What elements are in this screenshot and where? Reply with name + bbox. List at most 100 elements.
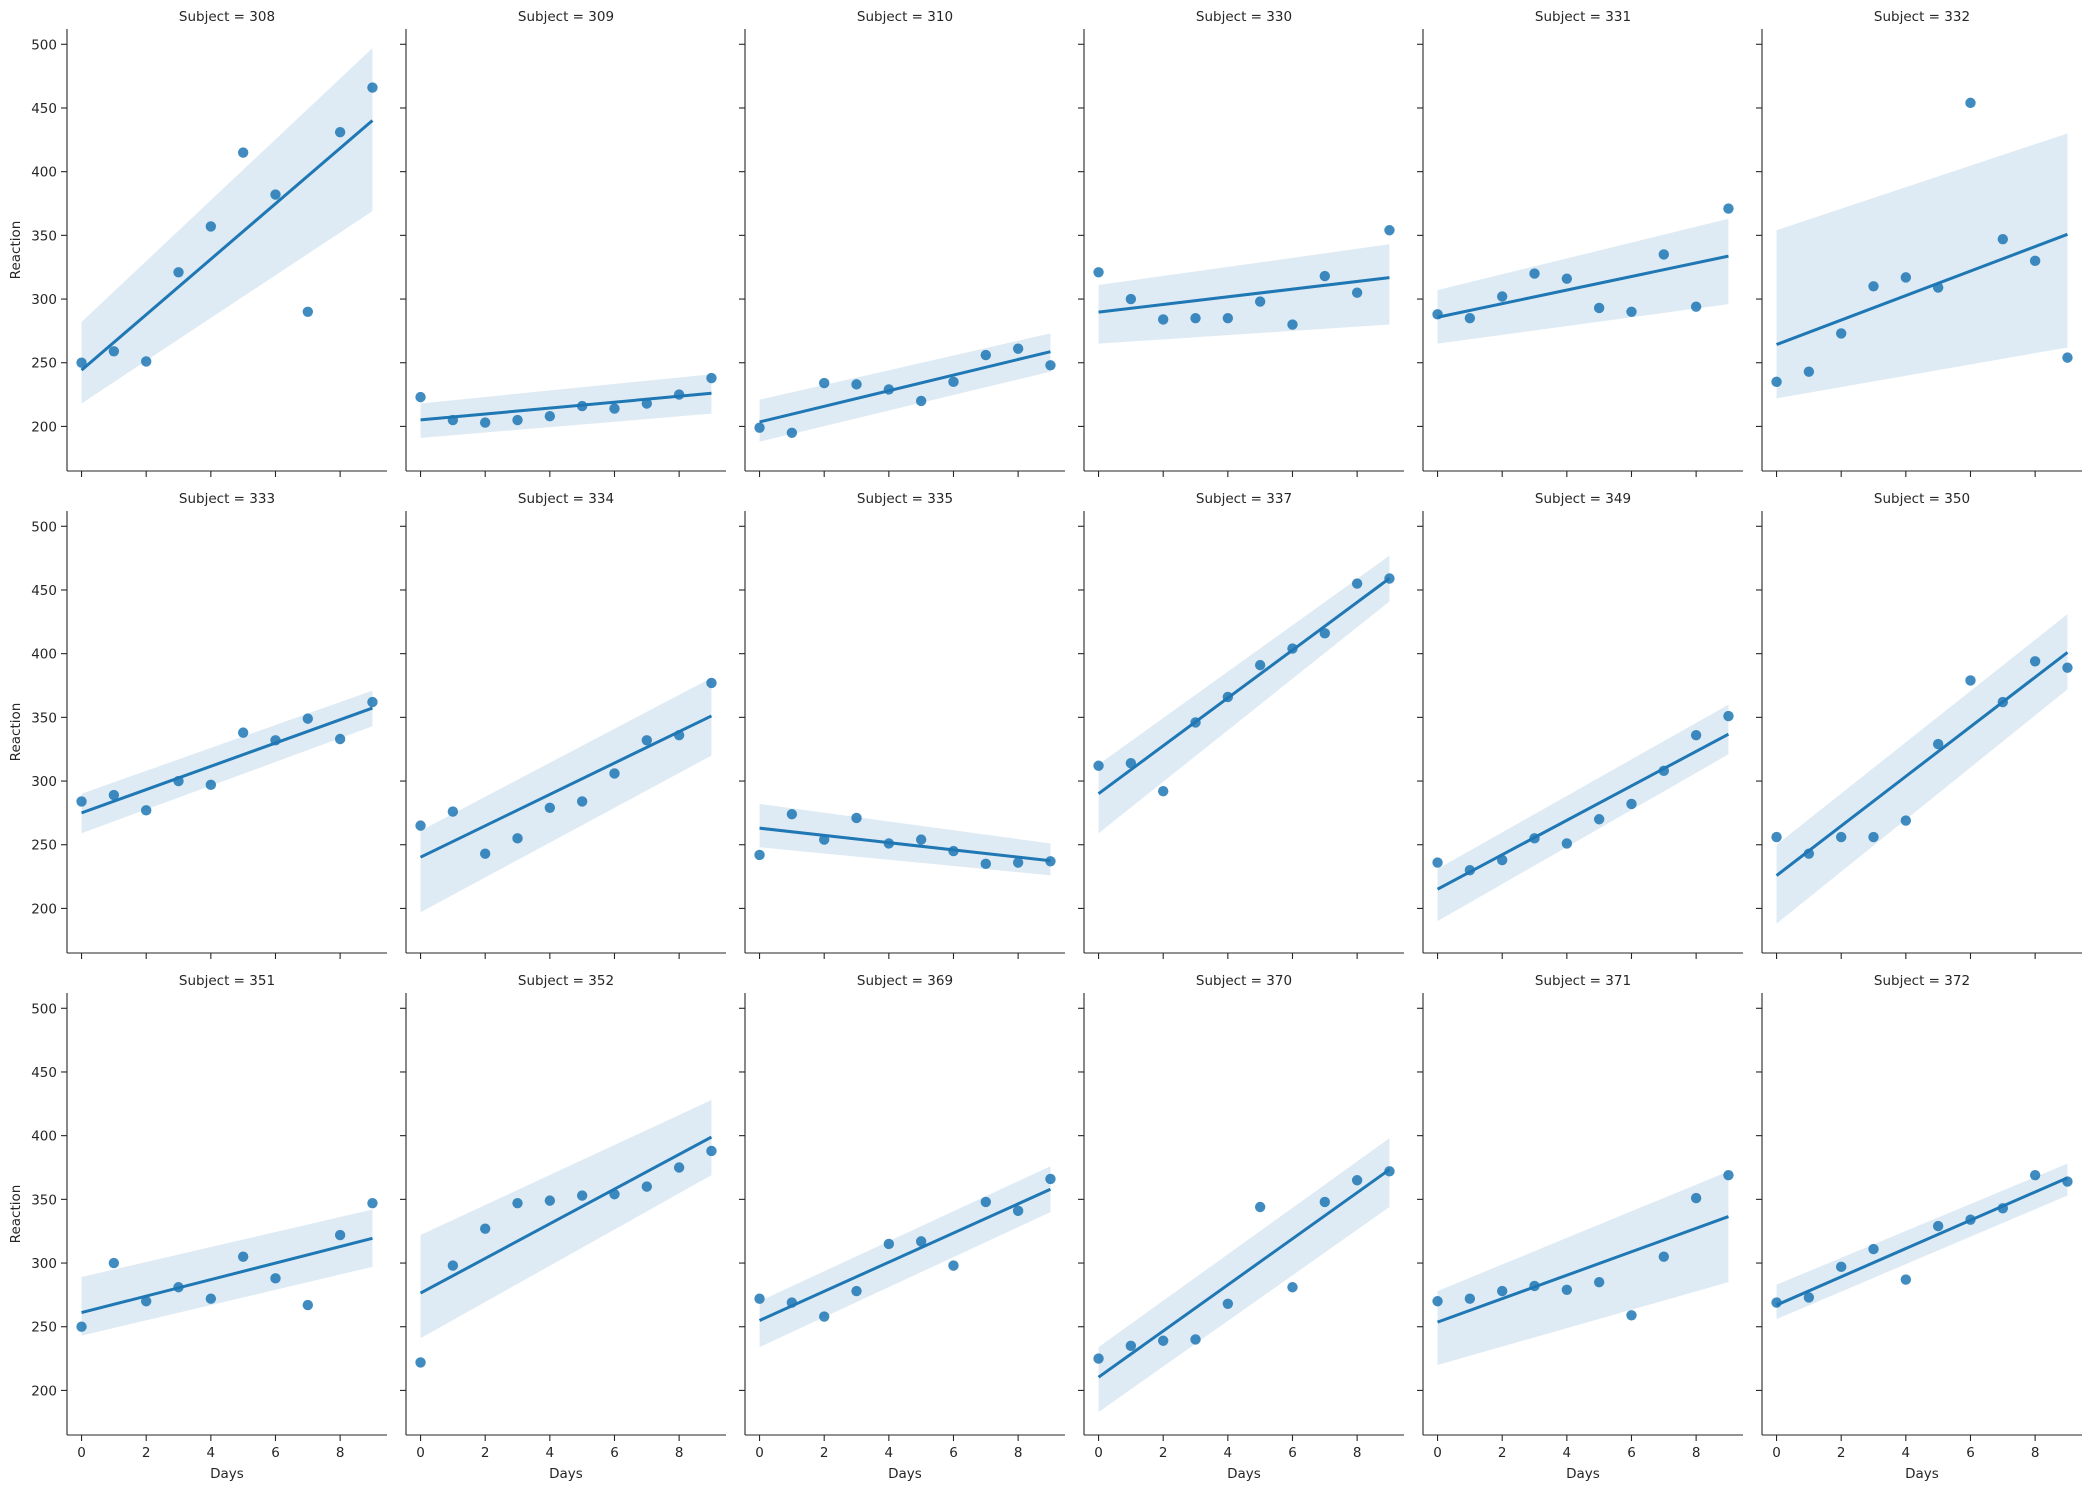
data-point bbox=[1593, 302, 1605, 314]
x-tick-label: 8 bbox=[675, 1445, 684, 1461]
data-point bbox=[1045, 360, 1056, 371]
x-axis-label: Days bbox=[1566, 1466, 1600, 1482]
facet-title: Subject = 349 bbox=[1535, 491, 1631, 507]
data-point bbox=[1045, 1173, 1056, 1185]
y-tick-label: 500 bbox=[31, 1001, 57, 1017]
x-tick-label: 2 bbox=[1159, 1445, 1168, 1461]
facet-panel-308: 200 250 300 350 400 450 500 Subject = 308 Reacti… bbox=[8, 9, 387, 477]
data-point bbox=[1351, 578, 1363, 589]
confidence-band bbox=[1776, 614, 2068, 924]
data-point bbox=[641, 398, 653, 409]
x-axis-label: Days bbox=[210, 1466, 244, 1482]
y-tick-label: 300 bbox=[31, 774, 57, 790]
regression-line bbox=[1097, 577, 1391, 795]
data-point bbox=[1190, 1334, 1201, 1345]
data-point bbox=[1900, 272, 1912, 283]
facet-panel-334: Subject = 334 bbox=[400, 491, 726, 959]
x-tick-label: 8 bbox=[2031, 1445, 2040, 1461]
confidence-band bbox=[759, 803, 1051, 876]
data-point bbox=[544, 411, 556, 422]
data-point bbox=[883, 838, 895, 849]
data-point bbox=[1464, 865, 1476, 876]
data-point bbox=[818, 1311, 830, 1322]
y-tick-label: 300 bbox=[31, 1256, 57, 1272]
y-tick-label: 500 bbox=[31, 519, 57, 535]
y-tick-label: 450 bbox=[31, 583, 57, 599]
confidence-band bbox=[759, 1166, 1051, 1348]
x-axis-label: Days bbox=[1905, 1466, 1939, 1482]
confidence-band bbox=[81, 48, 373, 404]
data-point bbox=[302, 1299, 314, 1311]
facet-title: Subject = 335 bbox=[857, 491, 953, 507]
x-tick-label: 6 bbox=[1966, 1445, 1975, 1461]
facet-panel-370: 0 2 4 6 8 Subject = 370 Days bbox=[1078, 973, 1404, 1482]
data-point bbox=[786, 808, 798, 820]
data-point bbox=[883, 1238, 895, 1250]
data-point bbox=[1351, 287, 1363, 298]
data-point bbox=[1496, 854, 1508, 866]
data-point bbox=[1690, 301, 1702, 312]
data-point bbox=[1690, 1192, 1702, 1204]
facet-title: Subject = 333 bbox=[179, 491, 275, 507]
data-point bbox=[1496, 1285, 1508, 1297]
data-point bbox=[1900, 1274, 1912, 1285]
data-point bbox=[237, 727, 249, 738]
y-tick-label: 250 bbox=[31, 1320, 57, 1336]
data-point bbox=[883, 384, 895, 395]
regression-line bbox=[1775, 651, 2069, 877]
x-axis-label: Days bbox=[888, 1466, 922, 1482]
data-point bbox=[270, 1273, 281, 1284]
data-point bbox=[1384, 225, 1395, 236]
data-point bbox=[205, 779, 217, 791]
data-point bbox=[140, 1296, 152, 1307]
data-point bbox=[1723, 203, 1734, 214]
data-point bbox=[108, 1257, 120, 1269]
regression-line bbox=[1437, 254, 1729, 319]
data-point bbox=[1932, 1220, 1944, 1232]
data-point bbox=[1351, 1175, 1363, 1186]
data-point bbox=[1561, 273, 1573, 284]
data-point bbox=[1965, 1214, 1976, 1225]
data-point bbox=[334, 733, 346, 745]
regression-line bbox=[81, 1236, 373, 1315]
data-point bbox=[237, 1251, 249, 1262]
y-tick-label: 300 bbox=[31, 292, 57, 308]
regression-line bbox=[1098, 276, 1390, 314]
x-tick-label: 2 bbox=[820, 1445, 829, 1461]
x-tick-label: 6 bbox=[610, 1445, 619, 1461]
data-point bbox=[818, 377, 830, 389]
data-point bbox=[576, 796, 588, 807]
data-point bbox=[1125, 1340, 1137, 1352]
data-point bbox=[818, 834, 830, 845]
data-point bbox=[2029, 1169, 2041, 1181]
facet-panel-349: Subject = 349 bbox=[1417, 491, 1743, 959]
x-tick-label: 8 bbox=[1692, 1445, 1701, 1461]
facet-panel-331: Subject = 331 bbox=[1417, 9, 1743, 477]
data-point bbox=[270, 189, 281, 200]
data-point bbox=[205, 221, 217, 232]
data-point bbox=[447, 414, 459, 426]
data-point bbox=[1690, 729, 1702, 741]
regression-line bbox=[1775, 1176, 2069, 1307]
y-axis-label: Reaction bbox=[8, 1185, 24, 1244]
data-point bbox=[1012, 343, 1024, 354]
data-point bbox=[1496, 291, 1508, 302]
data-point bbox=[237, 147, 249, 158]
data-point bbox=[1464, 1293, 1476, 1304]
data-point bbox=[980, 1196, 992, 1208]
data-point bbox=[948, 376, 959, 388]
data-point bbox=[1803, 1292, 1815, 1303]
facet-panel-332: Subject = 332 bbox=[1756, 9, 2082, 477]
data-point bbox=[851, 812, 862, 824]
facet-title: Subject = 337 bbox=[1196, 491, 1292, 507]
x-axis-label: Days bbox=[549, 1466, 583, 1482]
data-point bbox=[1803, 366, 1815, 377]
data-point bbox=[205, 1293, 217, 1304]
facet-title: Subject = 308 bbox=[179, 9, 275, 25]
data-point bbox=[1932, 738, 1944, 750]
data-point bbox=[367, 696, 378, 708]
x-tick-label: 4 bbox=[1224, 1445, 1233, 1461]
data-point bbox=[1626, 798, 1637, 810]
data-point bbox=[76, 357, 87, 368]
facet-title: Subject = 330 bbox=[1196, 9, 1292, 25]
